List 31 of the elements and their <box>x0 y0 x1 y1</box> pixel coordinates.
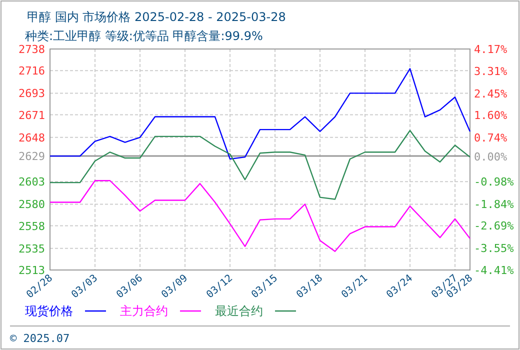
y2-tick-label: -1.84% <box>474 198 514 211</box>
y2-tick-label: 0.74% <box>474 131 508 144</box>
y-tick-label: 2671 <box>18 108 45 122</box>
legend-label: 最近合约 <box>215 304 263 318</box>
y-tick-label: 2513 <box>18 264 45 277</box>
line-series <box>49 68 471 160</box>
y-tick-label: 2738 <box>18 43 45 56</box>
y-tick-label: 2603 <box>18 176 45 189</box>
y2-tick-label: 1.60% <box>474 109 508 122</box>
y2-tick-label: -3.55% <box>474 242 514 255</box>
y-tick-label: 2580 <box>18 198 45 212</box>
chart-subtitle: 种类:工业甲醇 等级:优等品 甲醇含量:99.9% <box>25 29 263 43</box>
y-tick-label: 2648 <box>18 131 45 144</box>
y2-tick-label: 2.45% <box>474 87 508 100</box>
y-tick-label: 2535 <box>18 242 45 256</box>
y2-tick-label: 0.00% <box>474 150 508 164</box>
y2-tick-label: -0.98% <box>474 176 514 189</box>
y2-tick-label: -4.41% <box>474 264 514 277</box>
y2-tick-label: -2.69% <box>474 220 514 233</box>
line-series <box>49 130 471 200</box>
y-tick-label: 2558 <box>18 220 45 233</box>
line-series <box>49 180 471 252</box>
legend-label: 主力合约 <box>120 304 168 318</box>
ref-line-label: 2629 <box>18 150 45 164</box>
y-tick-label: 2693 <box>18 87 45 100</box>
text: © 2025.07 <box>10 332 70 345</box>
y2-tick-label: 3.31% <box>474 65 508 78</box>
y-tick-label: 2716 <box>18 64 45 78</box>
y2-tick-label: 4.17% <box>474 43 508 56</box>
legend-label: 现货价格 <box>25 304 73 318</box>
chart-title: 甲醇 国内 市场价格 2025-02-28 - 2025-03-28 <box>27 10 286 24</box>
